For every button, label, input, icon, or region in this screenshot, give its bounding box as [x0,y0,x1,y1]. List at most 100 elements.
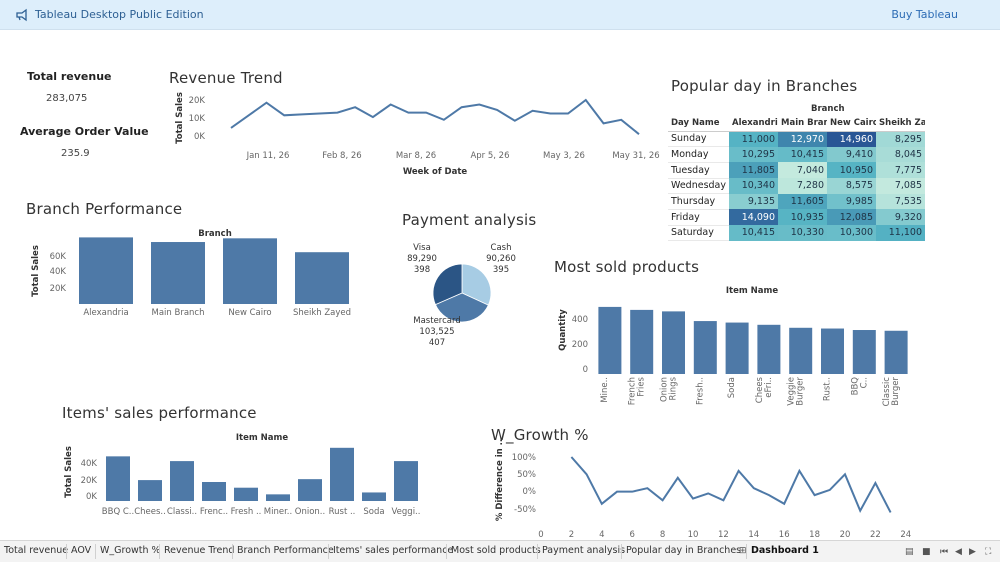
chart-header: Item Name [726,286,779,296]
x-tick-label: Frenc.. [200,507,228,517]
x-tick-label: May 31, 26 [612,151,659,161]
heatmap-row: Wednesday 10,340 7,280 8,575 7,085 [668,178,926,195]
sheet-tab[interactable]: Most sold products [451,545,541,556]
x-tick-label: Fresh .. [231,507,262,517]
heatmap-cell: 8,575 [827,178,877,194]
sheet-tab[interactable]: W_Growth % [100,545,161,556]
tab-divider [537,544,538,559]
bar [852,330,876,374]
bar [630,309,654,374]
sheet-tab[interactable]: AOV [71,545,92,556]
x-tick-label: eFri.. [764,377,774,398]
x-tick-label: Fries [637,376,647,396]
revenue-trend-title: Revenue Trend [169,69,283,87]
pie-slice-mastercard [434,292,489,323]
x-tick-label: New Cairo [228,308,271,318]
x-tick-label: Classic [882,377,892,407]
buy-tableau-link[interactable]: Buy Tableau [891,8,958,21]
x-tick-label: Soda [727,377,737,398]
bar [170,461,194,501]
app-title: Tableau Desktop Public Edition [35,8,204,21]
x-tick-label: 24 [900,530,911,540]
heatmap-column-header: Main Bran.. [778,116,828,132]
dashboard-icon: ⊞ [739,546,747,556]
sheet-tab[interactable]: Revenue Trend [164,545,235,556]
previous-sheet-icon[interactable]: ◀ [955,547,962,557]
pie-label-name: Visa [413,243,431,253]
sheet-tab[interactable]: Branch Performance [237,545,334,556]
bar [394,461,418,501]
heatmap-cell: 11,100 [876,225,926,241]
heatmap-branch-header: Branch [811,104,845,114]
y-tick-label: -50% [514,505,536,515]
heatmap-cell: 11,000 [729,131,779,147]
y-tick-label: 400 [572,315,588,325]
bar [598,306,622,374]
branch-performance-title: Branch Performance [26,200,183,218]
growth-title: W_Growth % [491,426,589,444]
x-axis-title: Week of Date [403,167,468,177]
heatmap-cell: 10,415 [778,146,828,163]
bar [725,322,749,374]
pie-label-name: Mastercard [413,316,460,326]
pie-label-value: 89,290 [407,254,437,264]
sheet-tab[interactable]: Popular day in Branches [626,545,742,556]
heatmap-cell: 7,775 [876,162,926,179]
heatmap-column-header: Alexandria [729,116,779,132]
x-tick-label: Mar 8, 26 [396,151,436,161]
heatmap-day-label: Sunday [668,131,730,148]
sheet-tab[interactable]: Dashboard 1 [751,545,819,556]
heatmap-cell: 9,320 [876,209,926,226]
pie-label-value: 90,260 [486,254,516,264]
heatmap-day-label: Thursday [668,193,730,210]
grid-view-icon[interactable]: ▤ [905,547,914,557]
heatmap-day-label: Saturday [668,225,730,242]
bar [789,327,813,374]
fullscreen-icon[interactable]: ⛶ [985,547,992,557]
top-bar: Tableau Desktop Public Edition Buy Table… [0,0,1000,30]
x-tick-label: Classi.. [167,507,197,517]
y-tick-label: 0K [86,492,97,502]
items-sales-title: Items' sales performance [62,404,257,422]
bar [821,328,844,374]
pie-label-name: Cash [491,243,512,253]
next-sheet-icon[interactable]: ▶ [969,547,976,557]
heatmap-row: Friday 14,090 10,935 12,085 9,320 [668,209,926,226]
heatmap-day-label: Tuesday [668,162,730,179]
sheet-tab[interactable]: Payment analysis [542,545,626,556]
first-sheet-icon[interactable]: ⏮ [940,547,949,557]
heatmap-cell: 10,330 [778,225,828,241]
megaphone-icon [16,8,27,22]
y-tick-label: 0% [523,487,537,497]
filmstrip-icon[interactable]: ■ [922,547,931,557]
bar [662,311,685,374]
x-tick-label: 14 [748,530,759,540]
heatmap-cell: 12,085 [827,209,877,226]
x-tick-label: Burger [796,376,806,405]
tab-divider [446,544,447,559]
x-tick-label: 2 [569,530,574,540]
heatmap-cell: 7,085 [876,178,926,194]
y-tick-label: 20K [189,96,206,106]
tab-divider [746,544,747,559]
x-tick-label: Sheikh Zayed [293,308,351,318]
heatmap-cell: 7,535 [876,193,926,210]
x-tick-label: Veggi.. [392,507,421,517]
x-tick-label: Veggie [787,377,797,406]
x-tick-label: Fresh.. [695,377,705,405]
sheet-tab[interactable]: Items' sales performance [333,545,454,556]
y-tick-label: 0K [194,132,205,142]
y-axis-title: Total Sales [31,245,41,297]
tab-divider [95,544,96,559]
pie-label-count: 407 [429,338,445,348]
aov-label: Average Order Value [20,125,149,138]
bar [223,238,277,304]
bar [298,479,322,501]
bar [106,456,130,501]
x-tick-label: May 3, 26 [543,151,585,161]
heatmap-header-row: Day NameAlexandriaMain Bran..New CairoSh… [668,116,926,132]
sheet-tab[interactable]: Total revenue [4,545,69,556]
